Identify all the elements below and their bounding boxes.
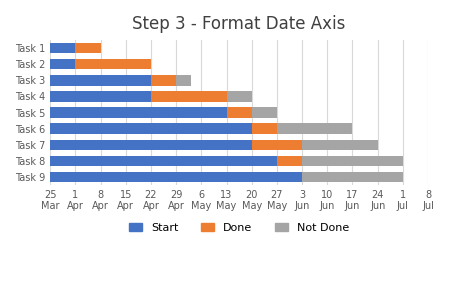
Bar <box>75 43 101 53</box>
Bar <box>252 140 302 150</box>
Bar <box>252 107 277 118</box>
Bar <box>227 91 252 102</box>
Legend: Start, Done, Not Done: Start, Done, Not Done <box>125 218 353 237</box>
Bar <box>50 59 75 69</box>
Bar <box>50 107 227 118</box>
Bar <box>252 123 277 134</box>
Bar <box>176 75 190 86</box>
Bar <box>50 156 277 166</box>
Bar <box>302 140 378 150</box>
Bar <box>302 156 403 166</box>
Bar <box>50 172 302 182</box>
Title: Step 3 - Format Date Axis: Step 3 - Format Date Axis <box>132 15 346 33</box>
Bar <box>50 75 151 86</box>
Bar <box>302 172 403 182</box>
Bar <box>151 75 176 86</box>
Bar <box>151 91 227 102</box>
Bar <box>277 156 302 166</box>
Bar <box>50 43 75 53</box>
Bar <box>277 123 352 134</box>
Bar <box>227 107 252 118</box>
Bar <box>50 140 252 150</box>
Bar <box>75 59 151 69</box>
Bar <box>50 123 252 134</box>
Bar <box>50 91 151 102</box>
